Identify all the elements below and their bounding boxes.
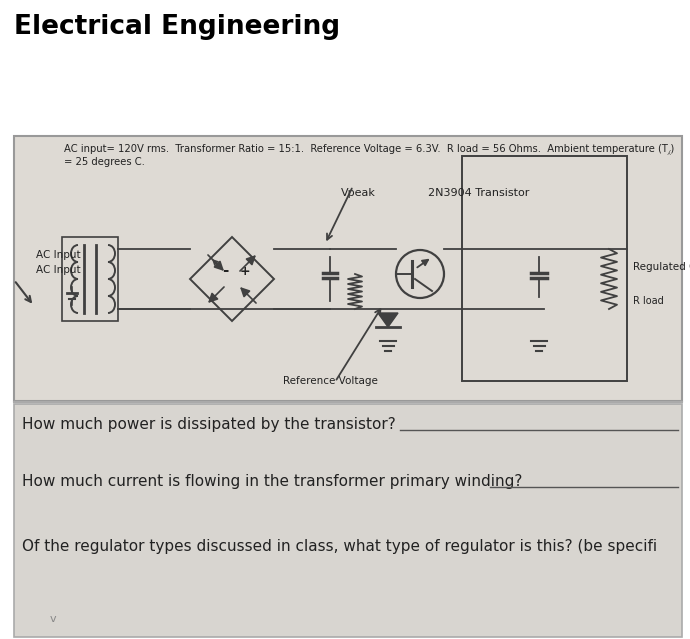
- Text: +: +: [240, 265, 250, 278]
- Text: v: v: [50, 614, 57, 624]
- Bar: [62, 237, 118, 321]
- Text: AC input= 120V rms.  Transformer Ratio = 15:1.  Reference Voltage = 6.3V.  R loa: AC input= 120V rms. Transformer Ratio = …: [64, 144, 674, 155]
- Text: = 25 degrees C.: = 25 degrees C.: [64, 157, 145, 167]
- Text: How much power is dissipated by the transistor?: How much power is dissipated by the tran…: [22, 417, 396, 432]
- Text: R load: R load: [633, 296, 664, 306]
- Text: AC Input: AC Input: [36, 265, 81, 275]
- Text: Reference Voltage: Reference Voltage: [283, 376, 377, 386]
- Text: Of the regulator types discussed in class, what type of regulator is this? (be s: Of the regulator types discussed in clas…: [22, 539, 657, 554]
- Text: 2N3904 Transistor: 2N3904 Transistor: [428, 188, 529, 198]
- Bar: [462, 156, 627, 381]
- Text: How much current is flowing in the transformer primary winding?: How much current is flowing in the trans…: [22, 474, 522, 489]
- Text: Regulated Output: Regulated Output: [633, 262, 690, 272]
- Text: Vpeak: Vpeak: [341, 188, 375, 198]
- Bar: [14, 136, 682, 401]
- Bar: [14, 404, 682, 637]
- Text: AC Input: AC Input: [36, 250, 81, 260]
- Text: Electrical Engineering: Electrical Engineering: [14, 14, 340, 40]
- Polygon shape: [378, 313, 398, 327]
- Text: -: -: [222, 263, 228, 278]
